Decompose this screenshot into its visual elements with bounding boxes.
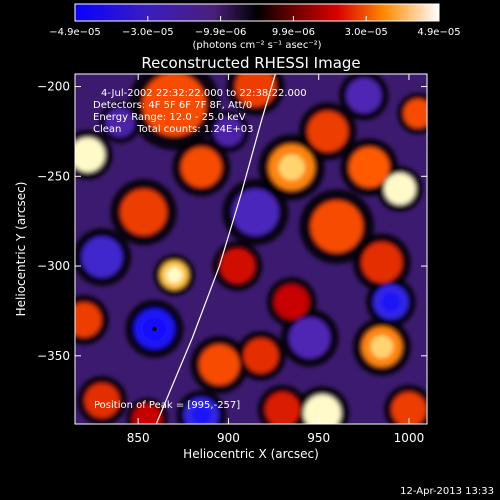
negative-blob — [213, 116, 243, 146]
blob-core — [77, 145, 98, 165]
y-tick-label: −350 — [37, 349, 70, 363]
y-axis-label: Heliocentric Y (arcsec) — [14, 182, 28, 317]
positive-blob — [403, 99, 427, 128]
blob-core — [311, 402, 333, 424]
negative-blob — [105, 108, 135, 137]
blob-core — [381, 292, 401, 312]
positive-blob — [181, 147, 222, 188]
annotation-time-range: 4-Jul-2002 22:32:22.000 to 22:38:22.000 — [101, 88, 307, 99]
annotation-clean-counts: Clean Total counts: 1.24E+03 — [93, 124, 253, 135]
colorbar-unit-label: (photons cm⁻² s⁻¹ asec⁻²) — [192, 40, 321, 51]
intensity-field — [75, 74, 427, 424]
negative-blob — [289, 317, 330, 359]
negative-blob — [81, 236, 123, 278]
x-tick-label: 850 — [127, 431, 150, 445]
positive-blob — [361, 242, 403, 283]
colorbar-tick-label: −3.0e−05 — [122, 27, 174, 38]
annotation-energy-range: Energy Range: 12.0 - 25.0 keV — [93, 112, 246, 123]
colorbar-tick-label: −4.9e−05 — [49, 27, 101, 38]
x-tick-label: 1000 — [394, 431, 425, 445]
positive-blob — [349, 147, 390, 188]
negative-blob — [232, 189, 279, 236]
blob-core — [390, 179, 409, 198]
x-tick-label: 900 — [217, 431, 240, 445]
positive-blob — [132, 404, 162, 424]
y-tick-label: −250 — [37, 169, 70, 183]
positive-blob — [120, 189, 167, 236]
colorbar-ticks: −4.9e−05 −3.0e−05 −9.9e−06 9.9e−06 3.0e−05 4.… — [49, 16, 461, 38]
positive-blob — [75, 302, 102, 338]
plot-frame — [74, 73, 428, 425]
x-axis-label: Heliocentric X (arcsec) — [183, 447, 319, 461]
positive-blob — [142, 74, 207, 137]
solar-limb-curve — [155, 74, 276, 424]
positive-blob — [235, 74, 276, 107]
peak-position-label: Position of Peak = [995,-257] — [94, 400, 240, 411]
y-tick-label: −200 — [37, 80, 70, 94]
colorbar-tick-label: 9.9e−06 — [272, 27, 315, 38]
x-axis-ticks: 850 900 950 1000 — [127, 74, 424, 445]
blob-core — [370, 335, 394, 359]
minimum-marker — [152, 326, 157, 332]
footer-timestamp: 12-Apr-2013 13:33 — [400, 486, 494, 497]
positive-blob — [84, 383, 120, 418]
positive-blob — [220, 248, 255, 284]
x-tick-label: 950 — [307, 431, 330, 445]
chart-title: Reconstructed RHESSI Image — [141, 54, 360, 72]
blob-core — [191, 405, 212, 424]
positive-blob — [310, 200, 363, 253]
positive-blob — [199, 344, 240, 385]
positive-blob — [307, 111, 348, 152]
y-tick-label: −300 — [37, 259, 70, 273]
colorbar — [74, 3, 440, 22]
blob-core — [166, 266, 183, 284]
positive-blob — [274, 284, 309, 320]
positive-blob — [391, 392, 427, 424]
colorbar-tick-label: 3.0e−05 — [345, 27, 388, 38]
y-axis-ticks: −200 −250 −300 −350 — [37, 80, 427, 363]
positive-blob — [243, 338, 279, 374]
annotation-detectors: Detectors: 4F 5F 6F 7F 8F, Att/0 — [93, 100, 252, 111]
negative-blob — [346, 78, 382, 113]
blob-core — [278, 154, 305, 181]
positive-blob — [265, 392, 300, 424]
colorbar-tick-label: −9.9e−06 — [195, 27, 247, 38]
colorbar-tick-label: 4.9e−05 — [417, 27, 460, 38]
